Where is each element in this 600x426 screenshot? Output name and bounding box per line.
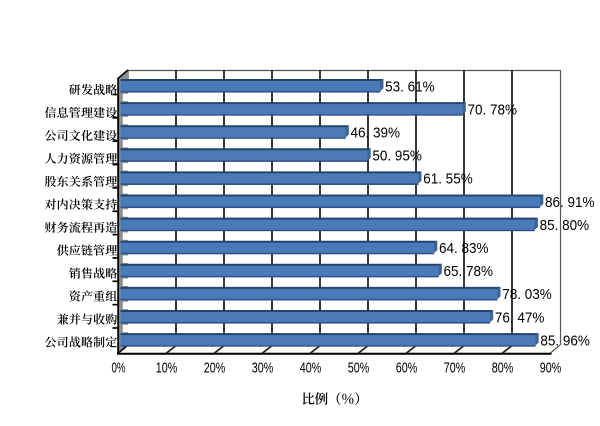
svg-text:20%: 20% (204, 360, 226, 377)
svg-text:90%: 90% (540, 360, 562, 377)
svg-text:70%: 70% (444, 360, 466, 377)
svg-text:50%: 50% (348, 360, 370, 377)
svg-text:53. 61%: 53. 61% (385, 78, 435, 95)
svg-text:86. 91%: 86. 91% (545, 194, 595, 211)
svg-text:76. 47%: 76. 47% (495, 309, 545, 326)
svg-text:30%: 30% (252, 360, 273, 377)
svg-text:85. 96%: 85. 96% (540, 332, 590, 349)
svg-text:10%: 10% (156, 360, 178, 377)
svg-text:64. 83%: 64. 83% (439, 240, 489, 257)
svg-text:40%: 40% (300, 360, 322, 377)
svg-text:85. 80%: 85. 80% (540, 217, 590, 234)
svg-text:46. 39%: 46. 39% (351, 125, 401, 142)
svg-text:61. 55%: 61. 55% (423, 171, 473, 188)
svg-text:80%: 80% (492, 360, 514, 377)
svg-text:0%: 0% (112, 360, 126, 377)
svg-text:70. 78%: 70. 78% (468, 101, 518, 118)
svg-text:60%: 60% (396, 360, 418, 377)
svg-text:78. 03%: 78. 03% (502, 286, 552, 303)
svg-text:65. 78%: 65. 78% (444, 263, 494, 280)
svg-text:50. 95%: 50. 95% (372, 148, 422, 165)
